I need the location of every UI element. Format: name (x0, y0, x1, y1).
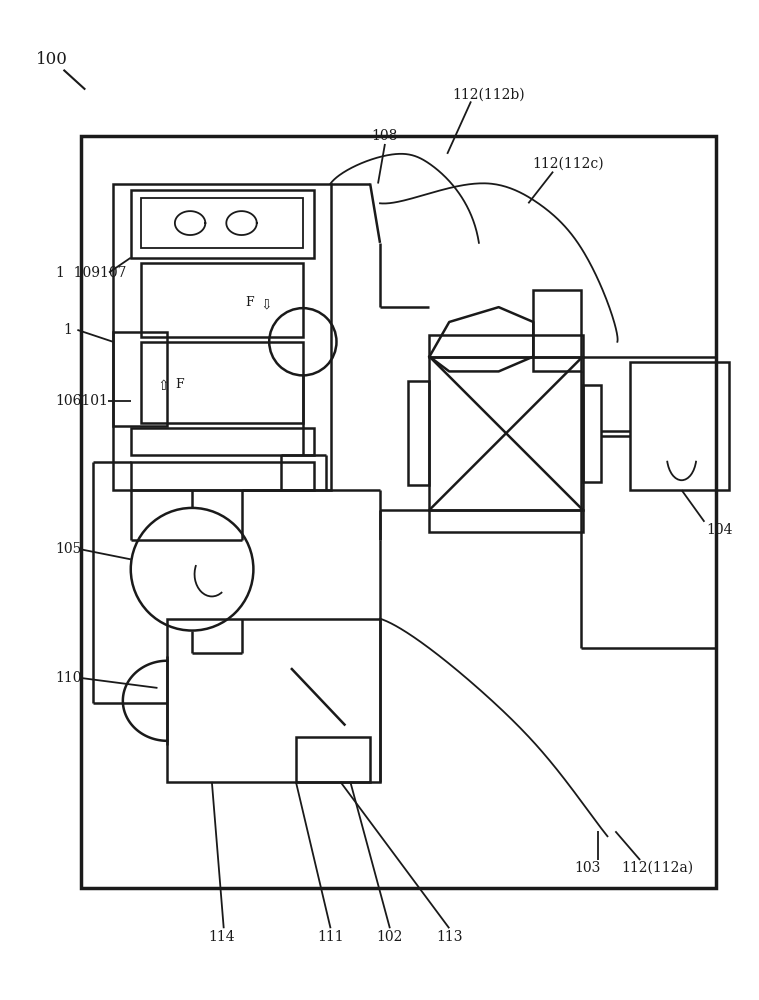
Text: ⇧: ⇧ (156, 379, 168, 393)
Text: 110: 110 (55, 671, 82, 685)
Text: 112(112a): 112(112a) (621, 861, 693, 875)
Text: 1  109107: 1 109107 (55, 266, 126, 280)
Bar (140, 198, 303, 248)
Text: 113: 113 (436, 930, 462, 944)
Bar (113, 332, 167, 426)
Text: 112(112b): 112(112b) (452, 88, 525, 102)
Bar (430, 335, 583, 357)
Bar (131, 190, 313, 258)
Bar (81, 136, 716, 888)
Text: F: F (175, 378, 184, 391)
Text: 1: 1 (64, 323, 72, 337)
Bar (630, 362, 729, 490)
Bar (430, 357, 583, 510)
Bar (140, 342, 303, 423)
Bar (583, 385, 600, 482)
Bar (430, 510, 583, 532)
Text: 100: 100 (36, 51, 68, 68)
Bar (140, 263, 303, 337)
Text: F: F (245, 296, 254, 309)
Bar (131, 428, 313, 455)
Text: 114: 114 (209, 930, 235, 944)
Bar (131, 462, 313, 490)
Bar (408, 381, 430, 485)
Text: 104: 104 (707, 523, 733, 537)
Bar (534, 290, 581, 371)
Text: ⇩: ⇩ (260, 297, 272, 311)
Text: 106101: 106101 (55, 394, 109, 408)
Text: 111: 111 (317, 930, 344, 944)
Text: 103: 103 (575, 861, 601, 875)
Bar (167, 619, 380, 782)
Bar (296, 737, 370, 782)
Text: 105: 105 (55, 542, 82, 556)
Bar (113, 184, 330, 490)
Text: 112(112c): 112(112c) (532, 157, 603, 171)
Text: 108: 108 (372, 129, 398, 143)
Text: 102: 102 (376, 930, 403, 944)
